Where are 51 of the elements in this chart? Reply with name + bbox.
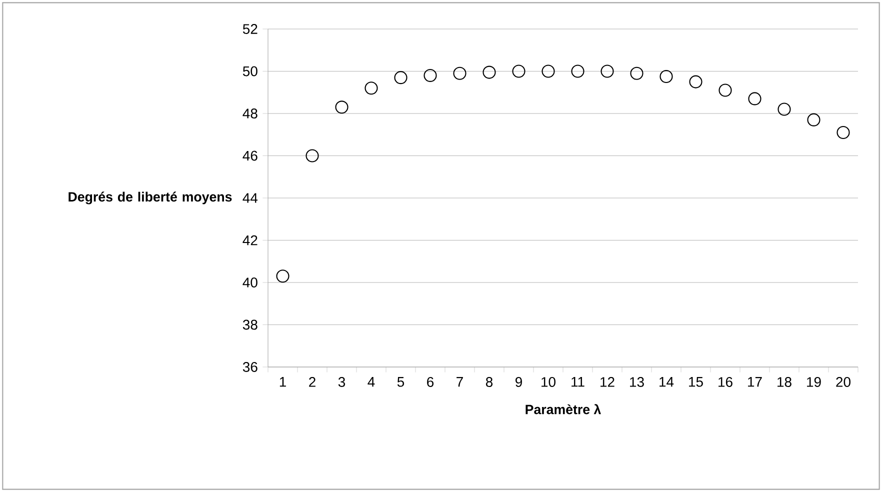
point <box>660 70 673 84</box>
point <box>778 102 791 116</box>
x-tick-label: 1 <box>280 377 286 387</box>
y-tick-label: 38 <box>242 320 258 330</box>
x-tick-label: 8 <box>486 377 493 387</box>
point <box>630 66 644 80</box>
point <box>364 82 378 95</box>
point <box>394 71 408 84</box>
x-tick-label: 14 <box>660 377 674 387</box>
x-tick-label: 10 <box>542 377 556 387</box>
point <box>571 64 584 78</box>
y-tick-label: 46 <box>242 150 258 161</box>
point <box>836 126 850 140</box>
y-tick-label: 36 <box>242 362 258 372</box>
point <box>748 92 762 106</box>
y-tick-label: 42 <box>242 235 258 246</box>
x-tick-label: 11 <box>572 377 584 387</box>
x-tick-label: 6 <box>427 377 434 387</box>
x-tick-label: 17 <box>748 377 762 387</box>
point <box>689 75 702 88</box>
point <box>276 270 290 283</box>
x-tick-label: 15 <box>689 377 703 387</box>
point <box>335 100 348 114</box>
point <box>542 64 555 78</box>
x-tick-label: 13 <box>630 377 644 387</box>
y-tick-label: 44 <box>242 193 258 203</box>
point <box>600 64 614 78</box>
x-tick-label: 12 <box>600 377 614 387</box>
y-axis-title: Degrés de liberté moyens <box>68 192 232 204</box>
y-tick-label: 50 <box>242 66 258 76</box>
x-tick-label: 2 <box>309 377 316 387</box>
x-axis-title: Paramètre λ <box>526 404 601 414</box>
x-tick-label: 16 <box>718 377 732 387</box>
point <box>306 149 319 162</box>
point <box>512 64 526 78</box>
point <box>807 113 820 126</box>
y-tick-label: 52 <box>242 24 258 34</box>
x-tick-label: 9 <box>516 377 522 387</box>
point <box>424 68 437 82</box>
point <box>482 66 496 79</box>
x-tick-label: 19 <box>807 377 821 387</box>
x-tick-label: 18 <box>778 377 792 387</box>
x-tick-label: 7 <box>456 377 463 387</box>
x-tick-label: 3 <box>338 377 346 387</box>
y-tick-label: 40 <box>242 278 258 288</box>
point <box>453 66 466 80</box>
x-tick-label: 4 <box>368 377 375 387</box>
x-tick-label: 5 <box>397 377 404 387</box>
point <box>718 84 732 97</box>
y-tick-label: 48 <box>242 108 258 118</box>
x-tick-label: 20 <box>836 377 850 387</box>
